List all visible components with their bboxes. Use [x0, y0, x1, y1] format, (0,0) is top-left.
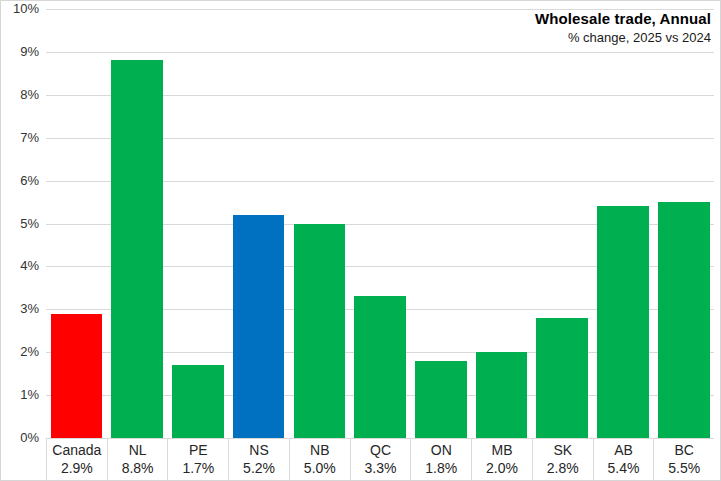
x-axis-cell-pe: PE1.7%: [167, 439, 228, 481]
bar-ns: [233, 215, 285, 438]
bar-slot-qc: [350, 9, 411, 438]
bar-qc: [354, 296, 406, 438]
y-tick-label-4%: 4%: [1, 258, 39, 274]
x-category-label-qc: QC: [370, 442, 391, 459]
x-value-label-canada: 2.9%: [61, 460, 93, 477]
plot-area: [46, 9, 714, 438]
bar-sk: [536, 318, 588, 438]
bar-ab: [597, 206, 649, 438]
x-category-label-ab: AB: [614, 442, 633, 459]
bar-slot-on: [410, 9, 471, 438]
y-tick-label-10%: 10%: [1, 1, 39, 17]
y-tick-label-1%: 1%: [1, 387, 39, 403]
bar-slot-ns: [228, 9, 289, 438]
x-category-label-sk: SK: [553, 442, 572, 459]
bar-pe: [172, 365, 224, 438]
x-value-label-ab: 5.4%: [608, 460, 640, 477]
x-axis-cell-sk: SK2.8%: [532, 439, 593, 481]
x-axis-cell-canada: Canada2.9%: [46, 439, 107, 481]
bars: [46, 9, 714, 438]
bar-nb: [294, 224, 346, 439]
x-value-label-nb: 5.0%: [304, 460, 336, 477]
x-category-label-mb: MB: [492, 442, 513, 459]
x-axis-cell-ab: AB5.4%: [593, 439, 654, 481]
x-value-label-on: 1.8%: [425, 460, 457, 477]
bar-slot-pe: [167, 9, 228, 438]
y-tick-label-5%: 5%: [1, 216, 39, 232]
bar-canada: [51, 314, 103, 438]
x-value-label-bc: 5.5%: [668, 460, 700, 477]
bar-slot-bc: [653, 9, 714, 438]
x-axis-cell-nl: NL8.8%: [107, 439, 168, 481]
y-axis: 0%1%2%3%4%5%6%7%8%9%10%: [1, 9, 39, 438]
bar-slot-sk: [532, 9, 593, 438]
x-axis-cell-on: ON1.8%: [410, 439, 471, 481]
x-axis-cell-qc: QC3.3%: [350, 439, 411, 481]
y-tick-label-6%: 6%: [1, 173, 39, 189]
x-category-label-nb: NB: [310, 442, 329, 459]
chart-title-block: Wholesale trade, Annual % change, 2025 v…: [535, 10, 711, 45]
chart-subtitle: % change, 2025 vs 2024: [535, 30, 711, 45]
y-tick-label-0%: 0%: [1, 430, 39, 446]
x-value-label-mb: 2.0%: [486, 460, 518, 477]
y-tick-label-3%: 3%: [1, 301, 39, 317]
y-tick-label-9%: 9%: [1, 44, 39, 60]
wholesale-trade-chart: Wholesale trade, Annual % change, 2025 v…: [0, 0, 721, 481]
bar-nl: [111, 60, 163, 438]
bar-slot-ab: [593, 9, 654, 438]
bar-slot-nl: [107, 9, 168, 438]
x-value-label-pe: 1.7%: [182, 460, 214, 477]
x-category-label-pe: PE: [189, 442, 208, 459]
x-axis: Canada2.9%NL8.8%PE1.7%NS5.2%NB5.0%QC3.3%…: [46, 438, 714, 481]
bar-mb: [476, 352, 528, 438]
bar-on: [415, 361, 467, 438]
y-tick-label-7%: 7%: [1, 130, 39, 146]
bar-slot-nb: [289, 9, 350, 438]
x-category-label-ns: NS: [249, 442, 268, 459]
y-tick-label-8%: 8%: [1, 87, 39, 103]
bar-slot-canada: [46, 9, 107, 438]
x-category-label-on: ON: [431, 442, 452, 459]
x-axis-cell-nb: NB5.0%: [289, 439, 350, 481]
bar-slot-mb: [471, 9, 532, 438]
x-category-label-canada: Canada: [52, 442, 101, 459]
x-category-label-nl: NL: [129, 442, 147, 459]
x-axis-cell-mb: MB2.0%: [471, 439, 532, 481]
x-value-label-ns: 5.2%: [243, 460, 275, 477]
chart-title: Wholesale trade, Annual: [535, 10, 711, 27]
x-category-label-bc: BC: [674, 442, 693, 459]
y-tick-label-2%: 2%: [1, 344, 39, 360]
x-value-label-nl: 8.8%: [122, 460, 154, 477]
x-value-label-sk: 2.8%: [547, 460, 579, 477]
x-value-label-qc: 3.3%: [365, 460, 397, 477]
x-axis-cell-ns: NS5.2%: [228, 439, 289, 481]
x-axis-cell-bc: BC5.5%: [653, 439, 714, 481]
bar-bc: [658, 202, 710, 438]
